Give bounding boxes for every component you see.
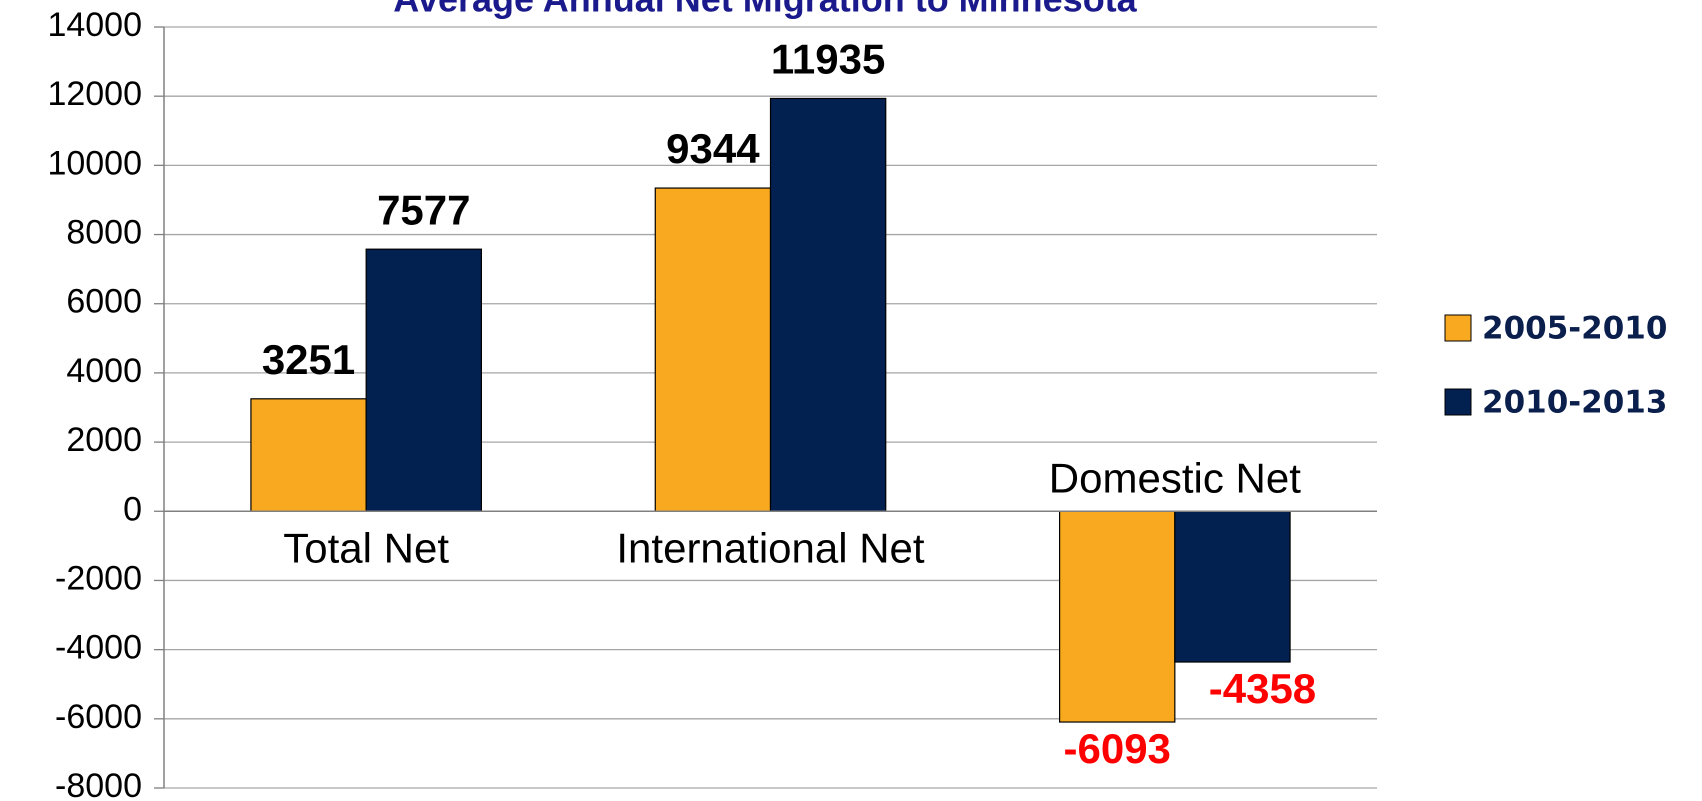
value-label: 9344 — [666, 125, 760, 172]
value-label: 7577 — [377, 186, 470, 233]
y-tick-label: 10000 — [47, 144, 142, 182]
legend-swatch — [1444, 388, 1472, 416]
legend-swatch — [1444, 314, 1472, 342]
value-label: -4358 — [1209, 665, 1316, 712]
y-tick-label: -2000 — [55, 559, 142, 597]
y-tick-label: -6000 — [55, 698, 142, 736]
x-tick-label: International Net — [616, 524, 925, 571]
y-tick-label: -8000 — [55, 767, 142, 801]
y-tick-label: 12000 — [47, 75, 142, 113]
bar — [769, 97, 887, 512]
bar — [1058, 510, 1176, 723]
y-tick-label: 4000 — [66, 352, 142, 390]
y-tick-label: 6000 — [66, 283, 142, 321]
legend-label: 2010-2013 — [1482, 385, 1667, 421]
legend-label: 2005-2010 — [1482, 311, 1667, 347]
bar — [654, 187, 772, 512]
y-tick-label: 2000 — [66, 421, 142, 459]
x-tick-label: Domestic Net — [1049, 454, 1301, 501]
bar — [1174, 510, 1291, 663]
bar — [250, 398, 367, 512]
y-tick-label: 8000 — [66, 214, 142, 252]
value-label: 3251 — [262, 336, 355, 383]
bar — [365, 248, 483, 512]
chart-title: Average Annual Net Migration to Minnesot… — [393, 0, 1137, 20]
y-tick-label: 14000 — [47, 6, 142, 44]
value-label: -6093 — [1064, 725, 1171, 772]
value-label: 11935 — [771, 36, 885, 83]
y-tick-label: 0 — [123, 490, 142, 528]
x-tick-label: Total Net — [283, 524, 449, 571]
y-tick-label: -4000 — [55, 629, 142, 667]
